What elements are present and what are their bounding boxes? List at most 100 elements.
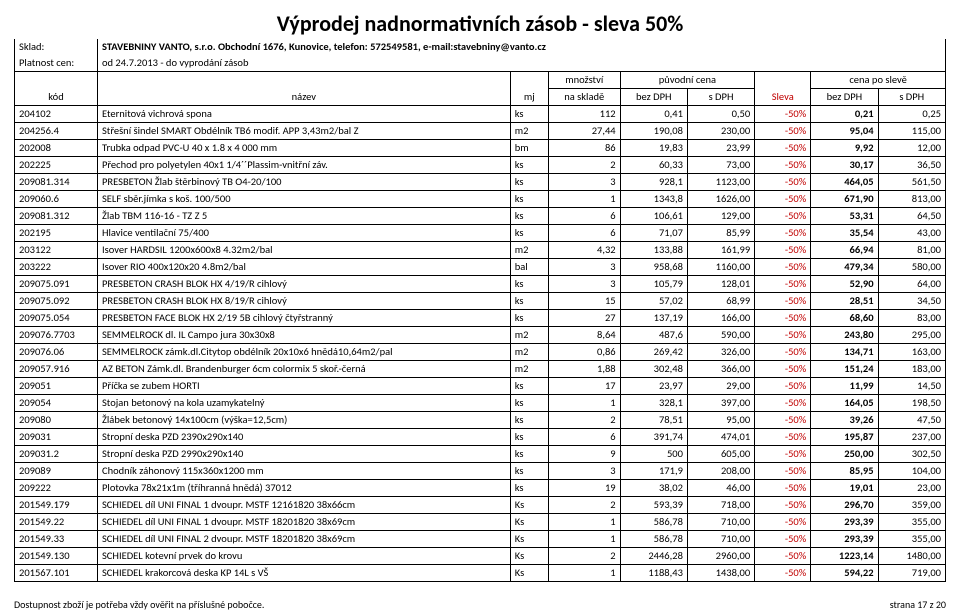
cell-sdph2: 295,00 [878,327,945,344]
cell-sdph: 1626,00 [687,191,754,208]
cell-sklad: 27,44 [548,123,620,140]
cell-sklad: 0,86 [548,344,620,361]
cell-sdph2: 719,00 [878,565,945,582]
main-table: Sklad: STAVEBNINY VANTO, s.r.o. Obchodní… [14,39,946,582]
table-row: 202008Trubka odpad PVC-U 40 x 1.8 x 4 00… [15,140,946,157]
cell-mj: Ks [510,514,548,531]
cell-kod: 209076.7703 [15,327,98,344]
cell-bezdph: 171,9 [620,463,687,480]
cell-bezdph2: 11,99 [811,378,878,395]
cell-sdph2: 163,00 [878,344,945,361]
cell-sdph2: 198,50 [878,395,945,412]
cell-bezdph2: 39,26 [811,412,878,429]
cell-kod: 209075.054 [15,310,98,327]
cell-bezdph2: 594,22 [811,565,878,582]
cell-sleva: -50% [755,429,811,446]
table-row: 209075.091PRESBETON CRASH BLOK HX 4/19/R… [15,276,946,293]
cell-sdph2: 0,25 [878,106,945,123]
cell-kod: 201549.33 [15,531,98,548]
cell-sdph: 166,00 [687,310,754,327]
cell-sleva: -50% [755,106,811,123]
cell-nazev: SCHIEDEL kotevní prvek do krovu [97,548,510,565]
cell-sleva: -50% [755,327,811,344]
hdr-sdph2: s DPH [878,89,945,106]
cell-bezdph2: 66,94 [811,242,878,259]
cell-sklad: 86 [548,140,620,157]
cell-bezdph2: 464,05 [811,174,878,191]
hdr-puvodni: původní cena [620,72,755,89]
cell-bezdph: 586,78 [620,514,687,531]
cell-nazev: Stojan betonový na kola uzamykatelný [97,395,510,412]
cell-nazev: Isover RIO 400x120x20 4.8m2/bal [97,259,510,276]
cell-nazev: PRESBETON Žlab štěrbinový TB O4-20/100 [97,174,510,191]
cell-mj: ks [510,191,548,208]
cell-mj: Ks [510,548,548,565]
table-row: 209081.312Žlab TBM 116-16 - TZ Z 5ks6106… [15,208,946,225]
cell-nazev: Isover HARDSIL 1200x600x8 4.32m2/bal [97,242,510,259]
cell-nazev: SCHIEDEL díl UNI FINAL 2 dvoupr. MSTF 18… [97,531,510,548]
cell-sdph: 230,00 [687,123,754,140]
cell-sdph: 46,00 [687,480,754,497]
hdr-sklad: na skladě [548,89,620,106]
cell-nazev: SEMMELROCK zámk.dl.Citytop obdélník 20x1… [97,344,510,361]
hdr-sleva: Sleva [755,89,811,106]
cell-mj: ks [510,157,548,174]
cell-bezdph2: 30,17 [811,157,878,174]
cell-mj: m2 [510,242,548,259]
cell-sklad: 3 [548,174,620,191]
cell-kod: 209080 [15,412,98,429]
cell-mj: m2 [510,327,548,344]
cell-bezdph2: 9,92 [811,140,878,157]
cell-mj: Ks [510,565,548,582]
cell-sklad: 1 [548,191,620,208]
cell-bezdph: 137,19 [620,310,687,327]
cell-sdph2: 302,50 [878,446,945,463]
cell-sdph: 605,00 [687,446,754,463]
table-row: 203222Isover RIO 400x120x20 4.8m2/balbal… [15,259,946,276]
cell-sdph: 710,00 [687,514,754,531]
cell-mj: ks [510,463,548,480]
hdr-bezdph: bez DPH [620,89,687,106]
cell-kod: 202008 [15,140,98,157]
cell-bezdph: 391,74 [620,429,687,446]
cell-bezdph: 1188,43 [620,565,687,582]
cell-bezdph: 57,02 [620,293,687,310]
cell-sdph2: 43,00 [878,225,945,242]
cell-bezdph: 23,97 [620,378,687,395]
cell-nazev: Hlavice ventilační 75/400 [97,225,510,242]
cell-mj: m2 [510,123,548,140]
table-row: 201549.179SCHIEDEL díl UNI FINAL 1 dvoup… [15,497,946,514]
sklad-label: Sklad: [15,39,98,55]
cell-sklad: 6 [548,208,620,225]
cell-mj: ks [510,446,548,463]
cell-nazev: Plotovka 78x21x1m (tříhranná hnědá) 3701… [97,480,510,497]
cell-bezdph2: 95,04 [811,123,878,140]
cell-bezdph2: 296,70 [811,497,878,514]
cell-bezdph2: 671,90 [811,191,878,208]
hdr-mnozstvi: množství [548,72,620,89]
cell-bezdph: 2446,28 [620,548,687,565]
cell-bezdph2: 243,80 [811,327,878,344]
cell-sdph2: 47,50 [878,412,945,429]
cell-sklad: 8,64 [548,327,620,344]
cell-sdph2: 183,00 [878,361,945,378]
table-row: 209076.7703SEMMELROCK dl. IL Campo jura … [15,327,946,344]
cell-nazev: Příčka se zubem HORTI [97,378,510,395]
cell-sdph2: 355,00 [878,531,945,548]
table-row: 209222Plotovka 78x21x1m (tříhranná hnědá… [15,480,946,497]
table-row: 209057.916AZ BETON Zámk.dl. Brandenburge… [15,361,946,378]
cell-sklad: 2 [548,497,620,514]
cell-sleva: -50% [755,514,811,531]
cell-mj: Ks [510,497,548,514]
cell-sleva: -50% [755,531,811,548]
cell-bezdph2: 164,05 [811,395,878,412]
cell-kod: 209081.314 [15,174,98,191]
cell-mj: bm [510,140,548,157]
cell-sdph2: 36,50 [878,157,945,174]
cell-kod: 209057.916 [15,361,98,378]
table-row: 209031.2Stropní deska PZD 2990x290x140ks… [15,446,946,463]
cell-sdph: 29,00 [687,378,754,395]
table-row: 209075.054PRESBETON FACE BLOK HX 2/19 5B… [15,310,946,327]
cell-bezdph: 1343,8 [620,191,687,208]
table-row: 209080Žlábek betonový 14x100cm (výška=12… [15,412,946,429]
